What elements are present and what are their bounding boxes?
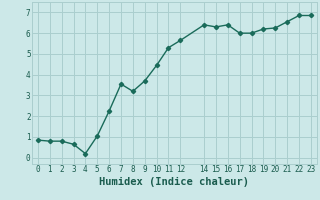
X-axis label: Humidex (Indice chaleur): Humidex (Indice chaleur) xyxy=(100,177,249,187)
